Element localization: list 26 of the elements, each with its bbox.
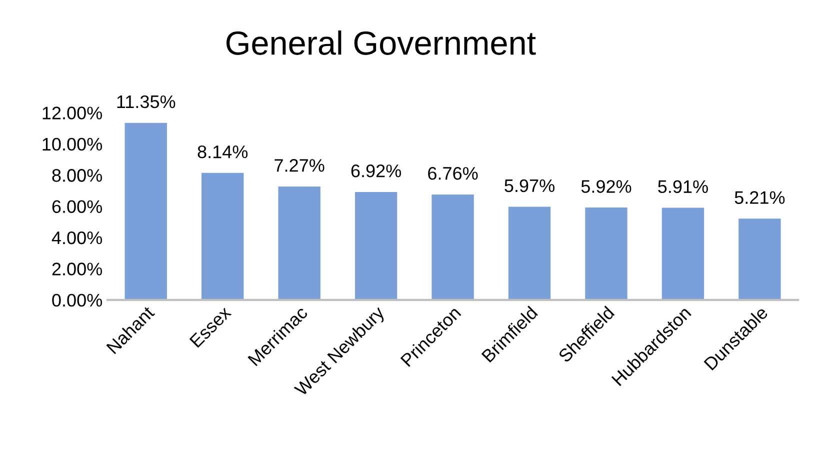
bar xyxy=(124,122,167,300)
y-tick-label: 8.00% xyxy=(52,169,102,182)
bar xyxy=(585,208,628,300)
data-label: 7.27% xyxy=(274,159,324,172)
y-tick-label: 2.00% xyxy=(52,262,102,276)
bar xyxy=(354,192,398,300)
y-tick-label: 6.00% xyxy=(52,200,102,214)
data-label: 5.92% xyxy=(581,180,632,193)
data-label: 6.76% xyxy=(428,166,478,180)
bar xyxy=(738,218,781,300)
y-tick-label: 12.00% xyxy=(42,106,102,120)
data-label: 5.91% xyxy=(658,180,708,194)
data-label: 6.92% xyxy=(351,164,402,178)
data-label: 8.14% xyxy=(198,145,248,158)
y-tick-label: 10.00% xyxy=(42,138,102,151)
bar xyxy=(432,194,474,300)
data-label: 5.97% xyxy=(504,179,554,192)
bar xyxy=(508,206,551,300)
data-label: 11.35% xyxy=(117,95,176,108)
bar xyxy=(278,186,320,300)
y-tick-label: 0.00% xyxy=(52,294,102,307)
chart-title: General Government xyxy=(226,30,536,55)
bar xyxy=(662,208,704,300)
data-label: 5.21% xyxy=(734,191,785,204)
bar xyxy=(202,172,244,300)
y-tick-label: 4.00% xyxy=(52,231,102,244)
